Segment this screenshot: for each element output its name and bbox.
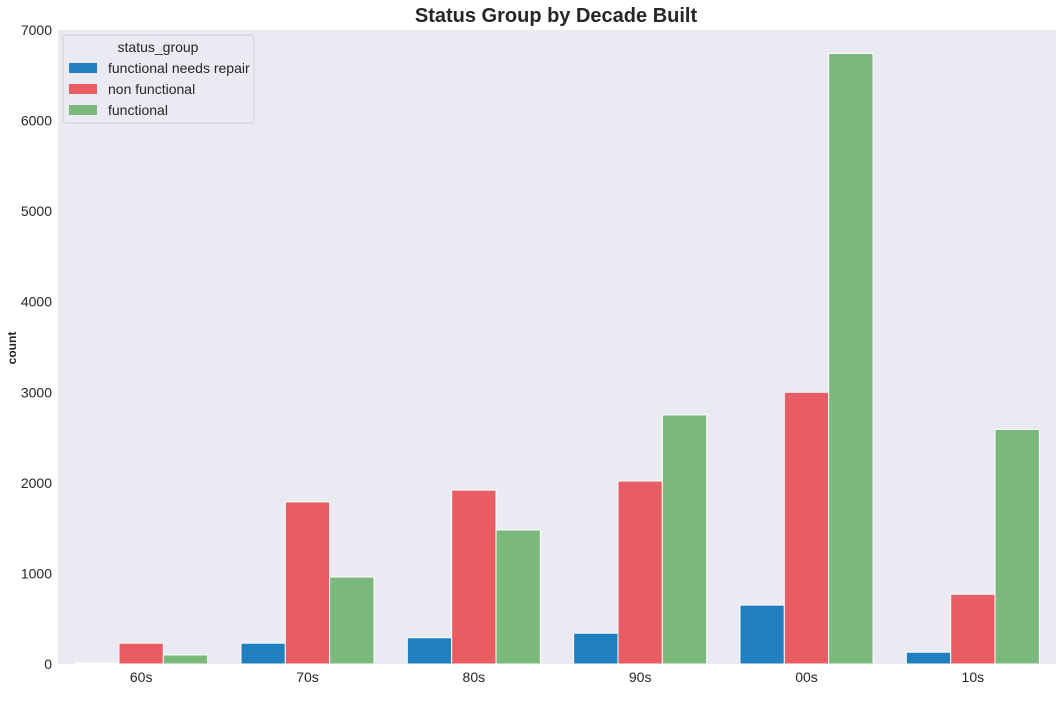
x-tick-label: 70s bbox=[296, 669, 319, 685]
bar bbox=[284, 501, 331, 665]
legend-items: functional needs repair non functional fun… bbox=[69, 60, 250, 118]
bar bbox=[573, 632, 619, 665]
bar bbox=[783, 391, 830, 665]
bar bbox=[406, 637, 453, 665]
y-axis-label: count bbox=[5, 332, 19, 365]
y-tick-label: 7000 bbox=[21, 22, 52, 38]
legend-label: functional bbox=[108, 102, 168, 118]
bar bbox=[617, 480, 663, 665]
bar bbox=[74, 662, 120, 665]
y-tick-label: 5000 bbox=[21, 203, 52, 219]
y-tick-label: 4000 bbox=[21, 294, 52, 310]
legend-swatch bbox=[69, 105, 97, 115]
legend-label: functional needs repair bbox=[108, 60, 250, 76]
legend-swatch bbox=[69, 63, 97, 73]
x-tick-labels: 60s 70s 80s 90s 00s 10s bbox=[130, 669, 984, 685]
legend-label: non functional bbox=[108, 81, 195, 97]
chart-title: Status Group by Decade Built bbox=[415, 5, 698, 27]
x-tick-label: 10s bbox=[962, 669, 985, 685]
y-tick-label: 6000 bbox=[21, 113, 52, 129]
x-tick-label: 90s bbox=[629, 669, 652, 685]
bar bbox=[905, 651, 952, 665]
bar bbox=[495, 529, 541, 665]
bar bbox=[661, 414, 708, 665]
legend: status_group functional needs repair non … bbox=[62, 34, 255, 124]
x-tick-label: 00s bbox=[795, 669, 818, 685]
plot-area bbox=[58, 30, 1056, 664]
bars-group bbox=[74, 53, 1040, 665]
bar bbox=[162, 654, 209, 665]
legend-box bbox=[62, 34, 255, 124]
x-tick-label: 80s bbox=[463, 669, 486, 685]
y-tick-label: 0 bbox=[44, 656, 52, 672]
bar bbox=[828, 53, 874, 665]
bar bbox=[739, 604, 785, 665]
y-tick-label: 2000 bbox=[21, 475, 52, 491]
bar bbox=[329, 576, 375, 665]
y-tick-label: 1000 bbox=[21, 565, 52, 581]
legend-title: status_group bbox=[118, 39, 199, 55]
y-tick-labels: 0 1000 2000 3000 4000 5000 6000 7000 bbox=[21, 22, 52, 672]
bar bbox=[451, 489, 497, 665]
bar bbox=[240, 642, 286, 665]
y-tick-label: 3000 bbox=[21, 384, 52, 400]
x-tick-label: 60s bbox=[130, 669, 153, 685]
legend-swatch bbox=[69, 84, 97, 94]
bar bbox=[118, 642, 164, 665]
bar bbox=[950, 593, 996, 665]
bar bbox=[994, 428, 1040, 665]
